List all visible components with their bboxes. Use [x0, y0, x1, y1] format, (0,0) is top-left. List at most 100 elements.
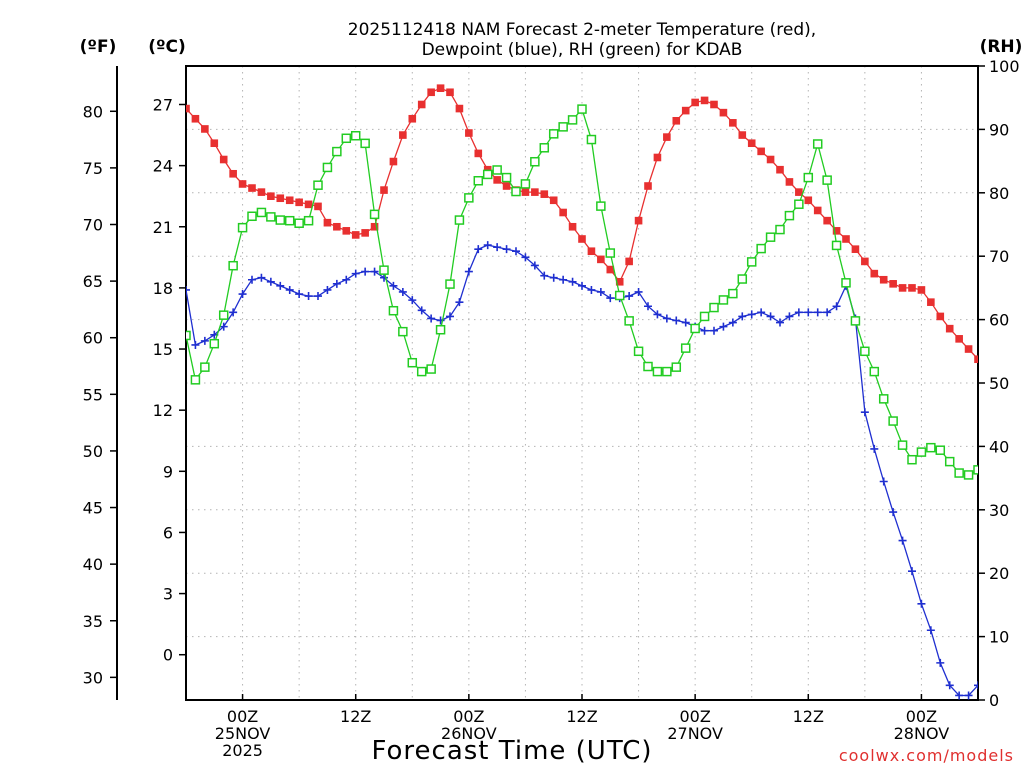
data-point [380, 273, 388, 282]
data-point [530, 261, 539, 270]
data-point [945, 681, 954, 690]
data-point [284, 215, 295, 226]
data-point [540, 271, 549, 280]
data-point [417, 306, 426, 315]
data-point [567, 115, 578, 125]
x-tick-label: 27NOV [667, 724, 723, 743]
data-point [737, 274, 748, 284]
data-point [493, 176, 501, 184]
title-line-1: 2025112418 NAM Forecast 2-meter Temperat… [348, 20, 816, 40]
data-point [823, 308, 832, 317]
data-point [663, 133, 671, 141]
data-point [586, 134, 597, 145]
data-point [238, 290, 247, 299]
rh-tick-label: 20 [989, 564, 1009, 583]
data-point [256, 207, 267, 218]
data-point [267, 192, 275, 200]
data-point [568, 277, 577, 286]
data-point [568, 222, 577, 231]
data-point [332, 279, 341, 288]
data-point [974, 681, 978, 690]
data-point [399, 131, 407, 139]
data-point [455, 104, 464, 113]
data-point [238, 180, 247, 188]
x-tick-label: 2025 [222, 741, 263, 760]
data-point [596, 287, 605, 296]
data-point [691, 98, 699, 107]
data-point [795, 188, 803, 196]
data-point [530, 156, 540, 167]
data-point [785, 312, 794, 321]
credit-text: coolwx.com/models [839, 746, 1014, 765]
data-point [342, 275, 351, 284]
data-point [558, 122, 568, 132]
data-point [578, 281, 586, 290]
data-point [446, 312, 454, 321]
data-point [964, 691, 973, 700]
data-point [559, 275, 568, 284]
data-point [634, 216, 643, 225]
rh-tick-label: 70 [989, 247, 1009, 266]
data-point [729, 119, 737, 127]
data-point [380, 186, 388, 194]
data-point [955, 335, 963, 343]
rh-tick-label: 60 [989, 311, 1009, 330]
data-point [908, 567, 916, 576]
data-point [295, 198, 303, 207]
data-point [228, 260, 238, 271]
data-point [766, 155, 775, 164]
data-point [757, 308, 766, 317]
data-point [614, 290, 625, 301]
fahrenheit-tick-label: 50 [83, 442, 103, 461]
celsius-tick-label: 24 [153, 157, 173, 176]
data-point [926, 626, 935, 635]
data-point [605, 248, 616, 258]
data-point [427, 88, 435, 97]
data-point [728, 288, 738, 299]
data-point [907, 454, 917, 465]
data-point [917, 286, 926, 294]
series-rh [186, 104, 978, 480]
x-tick-label: 12Z [793, 707, 824, 726]
data-point [303, 215, 314, 226]
data-point [275, 215, 286, 225]
data-point [597, 255, 605, 264]
data-point [804, 196, 813, 205]
chart-title: 2025112418 NAM Forecast 2-meter Temperat… [348, 20, 816, 60]
data-point [455, 298, 464, 307]
data-point [285, 285, 294, 294]
data-point [389, 281, 398, 290]
data-point [342, 227, 351, 235]
data-point [502, 245, 511, 254]
rh-unit-label: (RH) [980, 37, 1023, 57]
x-tick-label: 00Z [227, 707, 258, 726]
rh-tick-label: 50 [989, 374, 1009, 393]
data-point [831, 240, 842, 251]
data-point [351, 231, 360, 239]
rh-tick-label: 80 [989, 184, 1009, 203]
data-point [596, 201, 606, 211]
data-point [314, 202, 322, 211]
data-point [709, 302, 719, 313]
series-dewpoint [186, 241, 978, 700]
fahrenheit-unit-label: (ºF) [80, 37, 117, 57]
rh-tick-label: 100 [989, 57, 1020, 76]
data-point [681, 318, 690, 327]
data-point [662, 314, 671, 323]
data-point [473, 176, 484, 186]
data-point [200, 336, 209, 345]
data-point [417, 100, 426, 109]
data-point [653, 310, 662, 319]
data-point [672, 116, 681, 125]
data-point [944, 456, 955, 467]
data-point [832, 227, 841, 235]
data-point [578, 235, 586, 243]
data-point [945, 324, 954, 333]
data-point [361, 267, 370, 276]
data-point [191, 114, 200, 123]
data-point [784, 210, 795, 221]
data-point [351, 269, 360, 278]
data-point [435, 324, 446, 335]
data-point [427, 314, 436, 323]
